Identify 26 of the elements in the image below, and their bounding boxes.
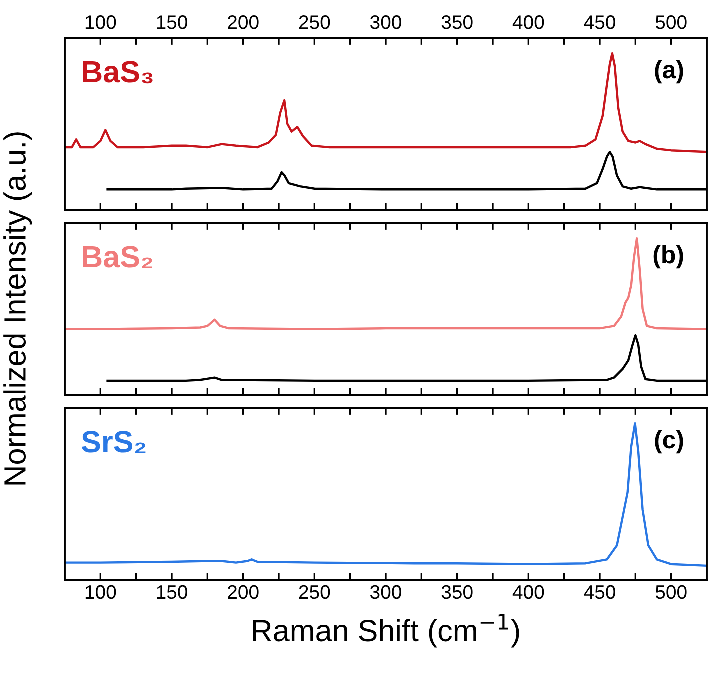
x-tick-label: 500 — [656, 585, 687, 600]
x-axis-title: Raman Shift (cm$^{−1}$) — [253, 614, 520, 648]
x-tick-label: 250 — [299, 16, 330, 30]
text: SrS₂ — [82, 431, 146, 454]
x-tick-label: 450 — [584, 585, 616, 600]
x-tick-label: 350 — [442, 585, 473, 600]
x-tick-label: 300 — [370, 585, 402, 600]
x-tick-label: 150 — [157, 585, 188, 600]
y-axis-title: Normalized Intensity (a.u.) — [4, 132, 32, 485]
x-tick-label: 400 — [512, 16, 544, 30]
series-label: BaS₂ — [83, 246, 152, 268]
x-tick-label: 450 — [584, 16, 616, 30]
x-tick-label: 350 — [442, 16, 473, 30]
x-tick-label: 400 — [512, 585, 544, 600]
series-label: BaS₃ — [83, 61, 153, 84]
x-tick-label: 200 — [228, 585, 259, 600]
x-tick-label: 100 — [86, 16, 116, 30]
x-tick-label: 250 — [299, 585, 330, 600]
annotation: (c) — [655, 430, 684, 454]
x-tick-label: 500 — [656, 16, 687, 30]
x-tick-label: 100 — [86, 585, 116, 600]
annotation: (a) — [655, 60, 684, 84]
x-tick-label: 300 — [370, 16, 402, 30]
annotation: (b) — [654, 245, 684, 269]
x-tick-label: 200 — [228, 16, 259, 30]
x-tick-label: 150 — [157, 16, 188, 30]
